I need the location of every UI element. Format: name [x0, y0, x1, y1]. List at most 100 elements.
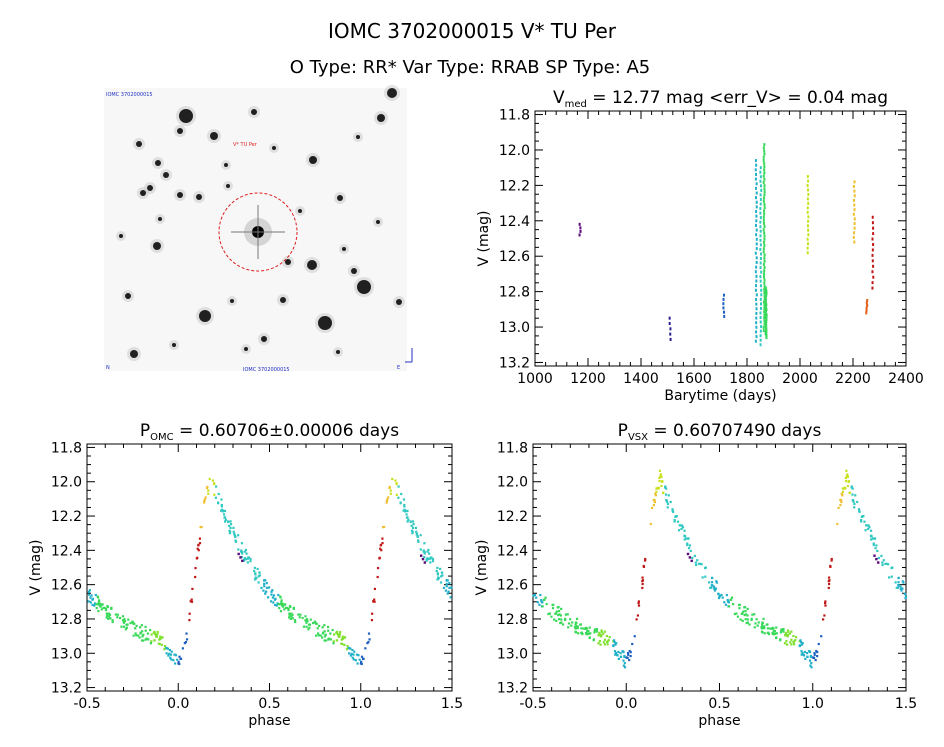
- data-point: [786, 629, 790, 632]
- x-tick-label: 1600: [676, 371, 712, 387]
- data-point: [121, 619, 125, 622]
- data-point: [360, 655, 364, 658]
- data-point: [232, 530, 235, 533]
- data-point: [126, 623, 129, 626]
- data-point: [729, 598, 732, 601]
- data-point: [755, 279, 758, 283]
- data-point: [169, 656, 172, 659]
- data-point: [790, 638, 793, 641]
- data-point: [763, 171, 766, 175]
- data-point: [411, 532, 414, 535]
- data-point: [349, 647, 352, 650]
- data-point: [714, 587, 718, 590]
- data-point: [724, 603, 728, 606]
- data-point: [755, 284, 758, 288]
- data-point: [95, 606, 98, 610]
- data-point: [686, 537, 689, 540]
- data-point: [759, 284, 762, 288]
- data-point: [234, 535, 237, 538]
- data-point: [87, 590, 91, 593]
- data-point: [686, 543, 689, 547]
- data-point: [703, 566, 707, 570]
- data-point: [564, 613, 567, 616]
- data-point: [389, 492, 392, 495]
- data-point: [660, 484, 663, 488]
- data-point: [573, 626, 577, 629]
- data-point: [93, 602, 97, 605]
- data-point: [214, 485, 218, 488]
- data-point: [775, 632, 778, 635]
- data-point: [337, 633, 340, 636]
- data-point: [188, 619, 191, 622]
- data-point: [779, 631, 783, 634]
- data-point: [593, 631, 596, 634]
- data-point: [659, 473, 662, 476]
- data-point: [431, 557, 435, 561]
- data-point: [108, 613, 112, 616]
- data-point: [603, 630, 606, 633]
- data-point: [845, 474, 849, 477]
- data-point: [145, 637, 148, 640]
- data-point: [841, 494, 844, 497]
- data-point: [748, 623, 751, 626]
- data-point: [801, 651, 804, 655]
- data-point: [385, 501, 388, 504]
- data-point: [435, 569, 438, 573]
- data-point: [204, 496, 207, 499]
- data-point: [898, 584, 901, 587]
- data-point: [146, 632, 149, 635]
- data-point: [149, 642, 153, 645]
- data-point: [667, 494, 670, 497]
- data-point: [759, 334, 762, 338]
- data-point: [110, 606, 113, 609]
- data-point: [560, 618, 563, 621]
- data-point: [89, 601, 92, 604]
- data-point: [240, 549, 243, 552]
- data-point: [763, 206, 766, 210]
- data-points: [532, 469, 908, 669]
- data-points: [578, 143, 875, 347]
- data-point: [411, 520, 415, 523]
- data-point: [168, 648, 172, 652]
- data-point: [554, 612, 557, 615]
- data-point: [133, 622, 136, 625]
- data-point: [759, 306, 762, 310]
- data-point: [763, 190, 766, 194]
- data-point: [388, 485, 391, 489]
- data-point: [276, 602, 279, 605]
- data-point: [91, 597, 95, 600]
- data-point: [853, 217, 856, 221]
- data-point: [763, 259, 766, 263]
- data-point: [762, 262, 765, 266]
- data-point: [98, 599, 101, 602]
- data-point: [823, 614, 826, 617]
- data-point: [763, 632, 766, 635]
- data-point: [567, 622, 571, 625]
- data-point: [122, 621, 126, 624]
- data-point: [267, 596, 270, 599]
- data-point: [738, 607, 741, 610]
- data-point: [217, 501, 220, 504]
- data-point: [195, 557, 198, 560]
- data-point: [755, 330, 758, 334]
- data-point: [332, 640, 335, 643]
- y-tick-label: 11.8: [497, 440, 528, 456]
- data-point: [448, 586, 451, 589]
- data-point: [871, 237, 874, 241]
- data-point: [806, 188, 809, 192]
- data-point: [147, 638, 150, 641]
- data-point: [680, 527, 683, 530]
- data-point: [762, 174, 765, 178]
- figure-title: IOMC 3702000015 V* TU Per: [328, 19, 617, 43]
- data-point: [280, 599, 283, 602]
- data-point: [779, 639, 782, 642]
- chart-title: PVSX = 0.60707490 days: [618, 421, 822, 443]
- data-point: [762, 199, 765, 203]
- data-point: [321, 626, 324, 629]
- data-point: [587, 630, 590, 633]
- data-point: [293, 619, 297, 622]
- data-point: [579, 623, 582, 626]
- data-point: [641, 586, 644, 590]
- data-point: [746, 621, 749, 624]
- data-point: [656, 486, 659, 489]
